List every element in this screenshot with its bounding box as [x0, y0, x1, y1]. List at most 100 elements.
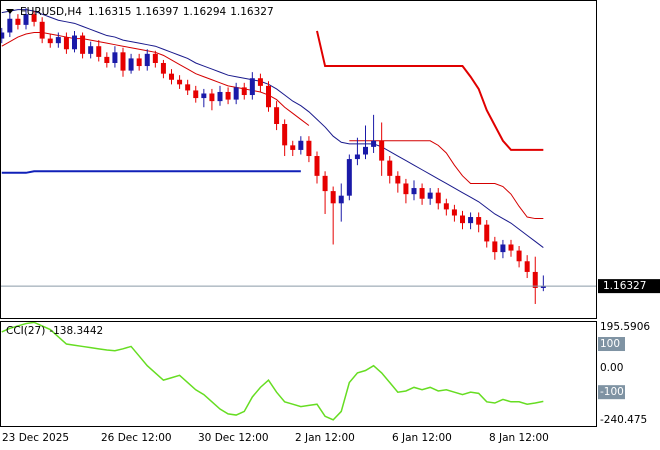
last-low: 1.16294 [183, 6, 227, 18]
candle-body [516, 250, 522, 262]
candle-body [225, 91, 231, 100]
candle-body [403, 183, 409, 195]
candle-body [7, 18, 13, 33]
candle-body [0, 32, 5, 39]
indicator-line [316, 30, 544, 151]
level-box [598, 385, 625, 400]
chart-title: EURUSD,H4 1.16315 1.16397 1.16294 1.16327 [20, 6, 274, 18]
x-tick-label: 23 Dec 2025 [2, 432, 69, 444]
x-tick-label: 30 Dec 12:00 [198, 432, 269, 444]
candle-body [193, 90, 199, 99]
candle-body [31, 14, 37, 22]
candle-body [55, 37, 61, 44]
labels-layer: EURUSD,H4 1.16315 1.16397 1.16294 1.16327 CC… [2, 6, 660, 444]
candle-body [160, 62, 166, 74]
candle-body [363, 146, 368, 155]
last-high: 1.16397 [135, 6, 178, 18]
candle-body [395, 175, 401, 184]
candle-body [330, 191, 336, 204]
candle-body [508, 244, 514, 251]
x-tick-label: 26 Dec 12:00 [101, 432, 172, 444]
candle-body [266, 85, 271, 108]
last-close: 1.16327 [230, 6, 273, 18]
symbol: EURUSD,H4 [20, 6, 82, 18]
candle-body [152, 53, 158, 63]
cci-label: CCI(27) -138.3442 [6, 325, 103, 337]
indicator-line [1, 170, 301, 174]
cci-name: CCI(27) [6, 325, 45, 337]
candle-body [112, 52, 118, 63]
candle-body [419, 188, 425, 199]
candle-body [435, 192, 441, 204]
candle-body [63, 37, 69, 50]
candle-body [217, 91, 223, 102]
y-tick-label: -100 [600, 386, 624, 398]
candle-body [257, 78, 263, 86]
candle-body [427, 192, 433, 199]
price-panel-frame [0, 0, 597, 319]
candle-body [96, 46, 102, 57]
candle-body [484, 224, 490, 242]
cci-line [1, 321, 544, 421]
candle-body [249, 78, 255, 96]
candle-body [282, 123, 288, 146]
candle-body [120, 52, 126, 71]
y-tick-label: 100 [600, 338, 620, 350]
cci-panel-frame [0, 321, 597, 427]
candle-body [290, 145, 296, 150]
candle-body [468, 217, 474, 224]
candle-body [451, 209, 457, 216]
candle-body [354, 154, 360, 160]
candle-body [233, 87, 239, 100]
candle-body [39, 21, 45, 39]
candle-body [15, 18, 21, 25]
candle-body [492, 241, 498, 253]
candle-body [387, 160, 393, 176]
candle-body [177, 79, 183, 85]
candle-body [201, 93, 207, 99]
candle-body [47, 38, 53, 44]
marks-layer [0, 8, 597, 421]
candle-body [314, 156, 320, 176]
candle-body [80, 35, 86, 54]
candle-body [460, 215, 465, 224]
last-open: 1.16315 [88, 6, 131, 18]
candle-body [185, 84, 191, 91]
y-tick-label: 195.5906 [600, 321, 650, 333]
symbol-menu-arrow[interactable] [6, 9, 14, 14]
candle-body [346, 159, 352, 196]
x-tick-label: 6 Jan 12:00 [392, 432, 452, 444]
candle-body [411, 188, 417, 195]
candle-body [476, 217, 482, 225]
candle-body [371, 140, 377, 147]
y-tick-label: -240.475 [600, 414, 647, 426]
candle-body [322, 175, 328, 192]
candle-body [306, 140, 312, 157]
candle-body [443, 203, 449, 210]
candle-body [540, 286, 546, 288]
candle-body [72, 35, 77, 50]
current-price-box [598, 279, 660, 294]
level-box [598, 337, 625, 352]
candle-body [144, 53, 150, 67]
indicator-line [1, 9, 544, 248]
candle-body [532, 271, 538, 288]
candle-body [500, 244, 506, 253]
candle-body [209, 93, 215, 102]
candle-body [136, 58, 142, 67]
candle-body [128, 58, 134, 71]
current-price-label: 1.16327 [603, 280, 646, 292]
candle-body [23, 14, 29, 25]
x-tick-label: 8 Jan 12:00 [489, 432, 549, 444]
candle-body [241, 87, 247, 96]
cci-value: -138.3442 [49, 325, 103, 337]
candle-body [379, 140, 385, 161]
candle-body [298, 140, 304, 150]
x-tick-label: 2 Jan 12:00 [295, 432, 355, 444]
candle-body [88, 46, 94, 54]
candle-body [274, 107, 280, 124]
candle-body [524, 261, 530, 272]
y-tick-label: 0.00 [600, 362, 623, 374]
